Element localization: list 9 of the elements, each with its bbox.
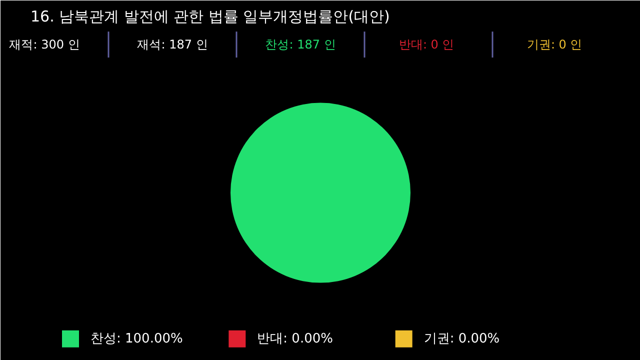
- text: 재석: 187 인: [137, 38, 208, 52]
- legend-label: 기권: 0.00%: [424, 331, 500, 346]
- text: 반대: 0 인: [398, 38, 454, 52]
- legend-label: 찬성: 100.00%: [90, 331, 183, 346]
- text: 기권: 0 인: [526, 38, 582, 52]
- legend-label: 반대: 0.00%: [257, 331, 333, 346]
- chart-title: 16. 남북관계 발전에 관한 법률 일부개정법률안(대안): [30, 8, 390, 26]
- text: 재적: 300 인: [9, 38, 80, 52]
- text: 찬성: 187 인: [265, 38, 336, 52]
